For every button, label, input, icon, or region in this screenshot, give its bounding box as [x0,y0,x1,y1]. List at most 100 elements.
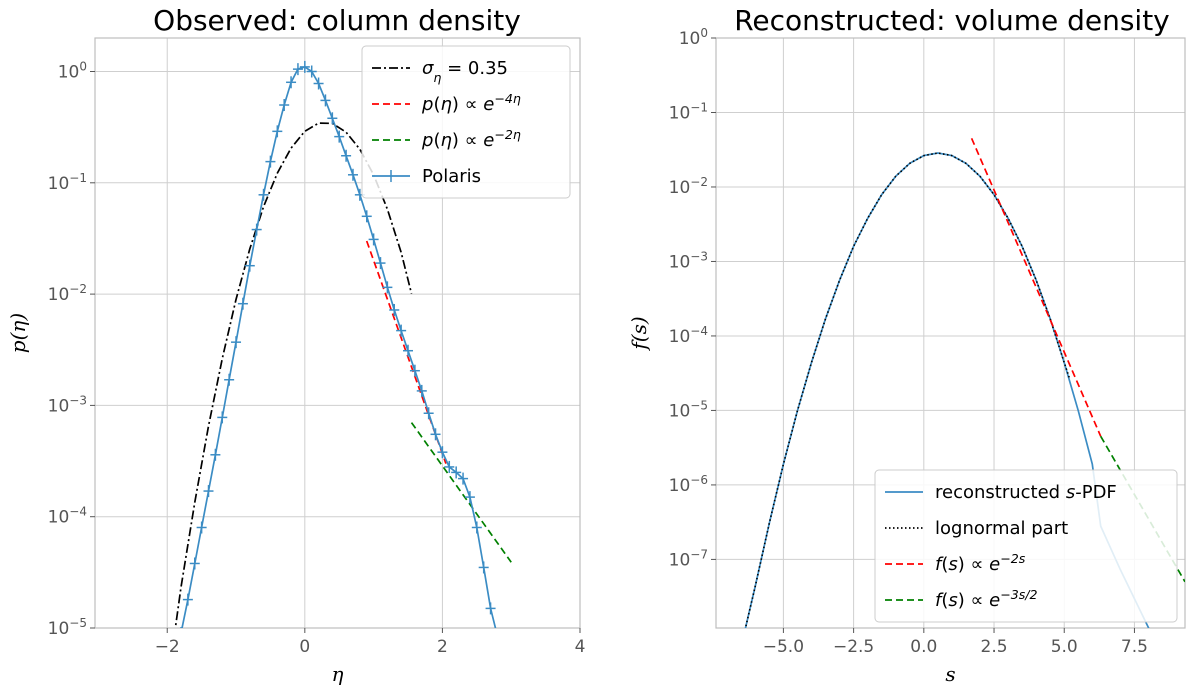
x-tick-label: 0 [299,637,310,657]
y-axis-label: f(s) [627,316,651,351]
y-tick-label: 10−3 [669,249,708,272]
y-tick-exponent: −3 [690,249,708,263]
x-tick-label: 0.0 [910,637,937,657]
y-tick-exponent: −1 [69,171,87,185]
series-line-1 [365,240,447,464]
y-tick-base: 10 [669,103,691,123]
legend-label-part: −2η [494,127,521,142]
y-tick-exponent: −2 [69,282,87,296]
legend-label-part: ) ∝ [958,554,989,575]
legend-label: f(s) ∝ e−2s [935,551,1026,576]
plot-area [744,137,1185,628]
legend-label: p(η) ∝ e−4η [421,91,521,116]
y-tick-base: 10 [669,252,691,272]
legend-label-part: ) ∝ [958,590,989,611]
legend-label-part: -PDF [1075,482,1117,503]
legend-label-part: ( [433,94,440,115]
legend-label-part: = 0.35 [441,58,508,79]
y-tick-base: 10 [48,174,70,194]
legend-label-part: ( [941,554,948,575]
y-tick-base: 10 [669,401,691,421]
series-line-2 [970,137,1102,437]
legend-label-part: η [433,70,441,85]
y-tick-label: 100 [679,26,708,49]
y-tick-exponent: 0 [700,26,708,40]
y-tick-exponent: −7 [690,547,708,561]
x-tick-label: −2.5 [833,637,874,657]
y-tick-base: 10 [669,550,691,570]
legend-label-part: s [948,554,957,575]
x-tick-label: −5.0 [763,637,804,657]
x-tick-label: 4 [575,637,586,657]
y-tick-label: 10−7 [669,547,708,570]
y-tick-exponent: −5 [69,616,87,630]
legend-label-part: ) ∝ [452,130,483,151]
y-tick-label: 10−4 [669,324,708,347]
legend-label: f(s) ∝ e−3s/2 [935,587,1038,612]
x-axis-label: η [332,662,344,686]
y-tick-base: 10 [669,178,691,198]
legend-label-part: f [935,590,944,611]
x-tick-label: 2 [437,637,448,657]
y-tick-exponent: −4 [690,324,708,338]
legend-label-part: ) ∝ [452,94,483,115]
legend-box [361,45,571,199]
y-tick-label: 10−3 [48,393,87,416]
legend-label: p(η) ∝ e−2η [421,127,521,152]
chart-title: Reconstructed: volume density [734,4,1170,37]
legend-label-part: p [421,130,433,151]
y-tick-base: 10 [48,508,70,528]
x-axis-label: s [945,662,955,686]
legend-label-part: −2s [1000,551,1026,566]
legend-label-part: η [440,94,451,115]
y-tick-label: 10−6 [669,473,708,496]
y-tick-label: 10−2 [669,175,708,198]
y-tick-base: 10 [58,63,80,83]
x-tick-label: 2.5 [981,637,1008,657]
legend-label-part: e [989,554,1000,575]
y-tick-base: 10 [679,29,701,49]
y-tick-exponent: −2 [690,175,708,189]
y-tick-base: 10 [48,619,70,639]
y-tick-exponent: −4 [69,505,87,519]
legend-label-part: s [1066,482,1075,503]
legend-label-part: σ [422,58,434,79]
y-axis-label: p(η) [6,313,30,353]
y-tick-label: 10−1 [48,171,87,194]
y-tick-exponent: 0 [79,60,87,74]
y-tick-label: 10−1 [669,100,708,123]
x-tick-label: 7.5 [1121,637,1148,657]
legend-label-part: ( [941,590,948,611]
legend-label-part: p [421,94,433,115]
y-tick-base: 10 [48,396,70,416]
legend-label-part: −4η [494,91,521,106]
legend-label-part: −3s/2 [1000,587,1037,602]
x-tick-label: 5.0 [1051,637,1078,657]
series-line-1 [744,152,1071,628]
y-tick-label: 10−5 [48,616,87,639]
plot-area [174,60,512,628]
legend-label-part: η [440,130,451,151]
legend-label-part: e [483,130,494,151]
y-tick-base: 10 [669,327,691,347]
y-tick-label: 100 [58,60,87,83]
legend-label-part: e [483,94,494,115]
legend-label: lognormal part [935,518,1068,539]
plot-frame [94,37,581,629]
y-tick-base: 10 [48,285,70,305]
y-tick-base: 10 [669,476,691,496]
legend-label-part: f [935,554,944,575]
y-tick-exponent: −5 [690,398,708,412]
legend-box [874,469,1178,623]
legend-label-part: e [989,590,1000,611]
legend-label: ση = 0.35 [422,58,508,85]
legend-label: Polaris [422,166,481,187]
legend-label-part: reconstructed [935,482,1066,503]
series-line-2 [410,422,512,563]
series-line-0 [174,122,413,628]
series-line-3 [1099,435,1185,583]
y-tick-label: 10−5 [669,398,708,421]
legend-label-part: ( [433,130,440,151]
